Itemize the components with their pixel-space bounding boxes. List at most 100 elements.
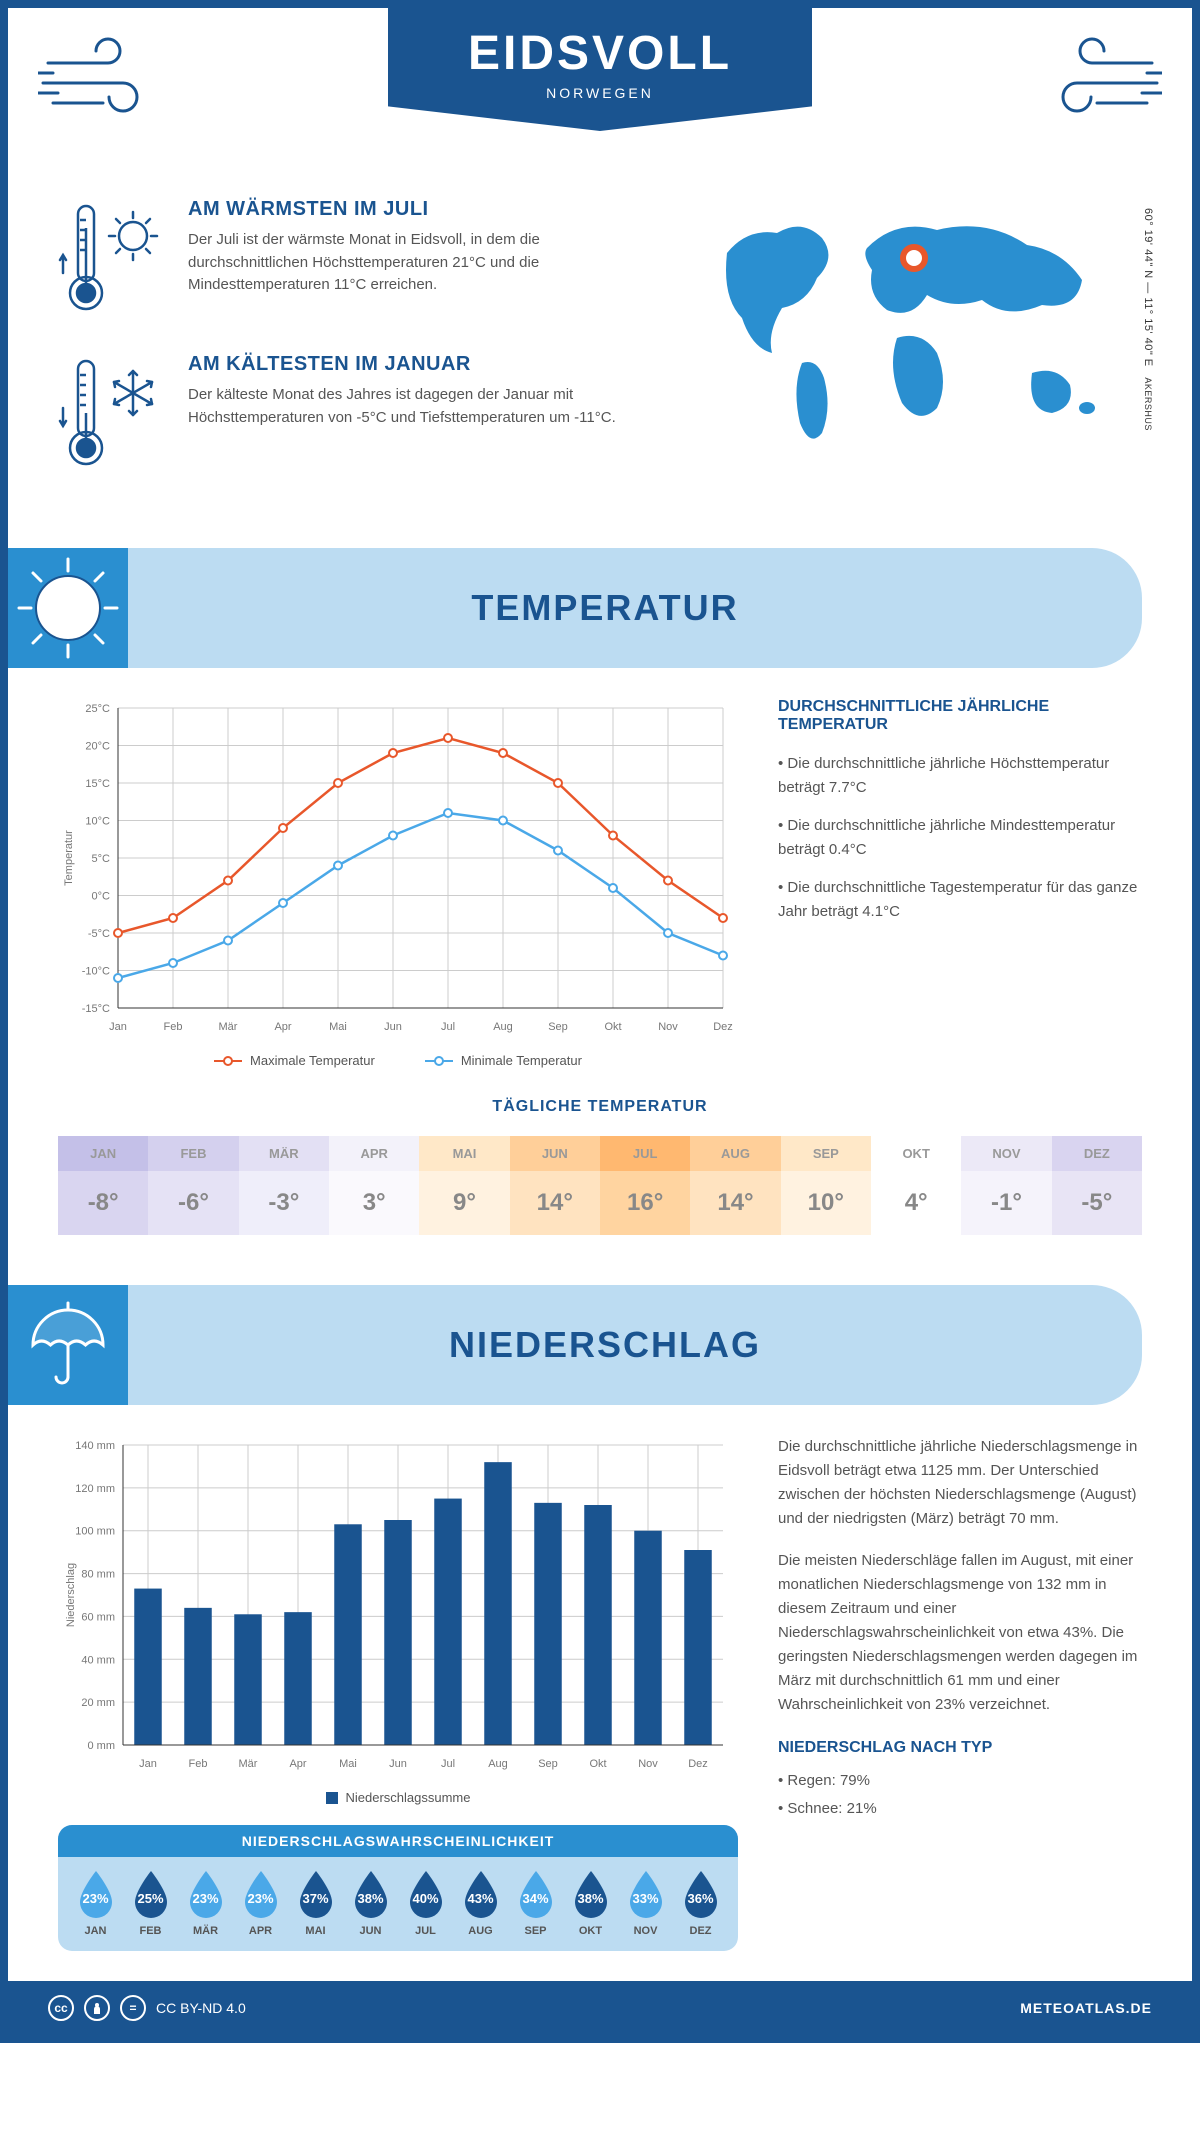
svg-text:Sep: Sep [538,1758,558,1770]
legend-min: Minimale Temperatur [425,1053,582,1068]
intro-left: AM WÄRMSTEN IM JULI Der Juli ist der wär… [58,198,662,508]
page-title: EIDSVOLL [468,26,732,81]
temperature-title: TEMPERATUR [188,587,1142,629]
legend-precip: Niederschlagssumme [326,1790,471,1805]
coldest-body: Der kälteste Monat des Jahres ist dagege… [188,384,662,429]
svg-text:Jan: Jan [109,1021,127,1033]
daily-temp-grid: JAN-8°FEB-6°MÄR-3°APR3°MAI9°JUN14°JUL16°… [58,1136,1142,1235]
svg-text:10°C: 10°C [85,816,110,828]
temp-side-p1: • Die durchschnittliche jährliche Höchst… [778,752,1142,800]
daily-temp-section: TÄGLICHE TEMPERATUR JAN-8°FEB-6°MÄR-3°AP… [8,1098,1192,1275]
precip-type1: • Regen: 79% [778,1769,1142,1793]
svg-text:Okt: Okt [604,1021,621,1033]
coordinates-label: 60° 19' 44" N — 11° 15' 40" E AKERSHUS [1142,208,1154,431]
svg-text:Feb: Feb [189,1758,208,1770]
temp-chart-row: -15°C -10°C -5°C 0°C 5°C 10°C 15°C 20°C 25°C Jan F… [8,698,1192,1098]
svg-text:Apr: Apr [274,1021,291,1033]
svg-text:Niederschlag: Niederschlag [65,1563,77,1627]
svg-text:-15°C: -15°C [82,1003,110,1015]
svg-text:5°C: 5°C [92,853,111,865]
svg-text:Aug: Aug [488,1758,508,1770]
svg-text:40 mm: 40 mm [81,1654,115,1666]
footer: cc = CC BY-ND 4.0 METEOATLAS.DE [8,1981,1192,2035]
warmest-text: AM WÄRMSTEN IM JULI Der Juli ist der wär… [188,198,662,323]
umbrella-icon [8,1285,128,1405]
legend-max: Maximale Temperatur [214,1053,375,1068]
svg-text:Mai: Mai [329,1021,347,1033]
precip-type2: • Schnee: 21% [778,1797,1142,1821]
coldest-title: AM KÄLTESTEN IM JANUAR [188,353,662,376]
nd-icon: = [120,1995,146,2021]
wind-icon [38,33,168,128]
svg-text:Mär: Mär [239,1758,258,1770]
temp-side-text: DURCHSCHNITTLICHE JÄHRLICHE TEMPERATUR •… [778,698,1142,1068]
svg-text:Jul: Jul [441,1758,455,1770]
probability-box: NIEDERSCHLAGSWAHRSCHEINLICHKEIT 23%JAN25… [58,1825,738,1951]
svg-text:60 mm: 60 mm [81,1611,115,1623]
temp-side-title: DURCHSCHNITTLICHE JÄHRLICHE TEMPERATUR [778,698,1142,734]
thermometer-snow-icon [58,353,168,478]
svg-text:Temperatur: Temperatur [63,830,75,886]
svg-text:-10°C: -10°C [82,966,110,978]
svg-text:120 mm: 120 mm [75,1483,115,1495]
temperature-section-banner: TEMPERATUR [8,548,1142,668]
svg-text:Apr: Apr [289,1758,306,1770]
world-map-container: 60° 19' 44" N — 11° 15' 40" E AKERSHUS [692,198,1142,508]
warmest-body: Der Juli ist der wärmste Monat in Eidsvo… [188,229,662,297]
thermometer-sun-icon [58,198,168,323]
probability-title: NIEDERSCHLAGSWAHRSCHEINLICHKEIT [58,1825,738,1857]
precip-chart-row: 0 mm 20 mm 40 mm 60 mm 80 mm 100 mm 120 mm 140 … [8,1435,1192,1981]
svg-text:25°C: 25°C [85,703,110,715]
svg-text:-5°C: -5°C [88,928,110,940]
svg-text:Mär: Mär [219,1021,238,1033]
by-icon [84,1995,110,2021]
svg-text:Mai: Mai [339,1758,357,1770]
svg-text:Feb: Feb [164,1021,183,1033]
precip-side-text: Die durchschnittliche jährliche Niedersc… [778,1435,1142,1951]
svg-text:15°C: 15°C [85,778,110,790]
footer-license: cc = CC BY-ND 4.0 [48,1995,246,2021]
svg-text:100 mm: 100 mm [75,1526,115,1538]
temp-line-chart: -15°C -10°C -5°C 0°C 5°C 10°C 15°C 20°C 25°C Jan F… [58,698,738,1068]
svg-text:Dez: Dez [688,1758,708,1770]
warmest-title: AM WÄRMSTEN IM JULI [188,198,662,221]
svg-text:0°C: 0°C [92,891,111,903]
header-banner: EIDSVOLL NORWEGEN [388,8,812,131]
precip-bar-chart: 0 mm 20 mm 40 mm 60 mm 80 mm 100 mm 120 mm 140 … [58,1435,738,1951]
svg-text:Sep: Sep [548,1021,568,1033]
coldest-text: AM KÄLTESTEN IM JANUAR Der kälteste Mona… [188,353,662,478]
precip-title: NIEDERSCHLAG [188,1324,1142,1366]
precip-legend: Niederschlagssumme [58,1790,738,1805]
precip-p2: Die meisten Niederschläge fallen im Augu… [778,1549,1142,1717]
svg-text:Jan: Jan [139,1758,157,1770]
page-container: EIDSVOLL NORWEGEN AM WÄRMSTEN IM JULI De… [0,0,1200,2043]
cc-icon: cc [48,1995,74,2021]
svg-text:Nov: Nov [638,1758,658,1770]
svg-text:Aug: Aug [493,1021,513,1033]
svg-text:Jun: Jun [384,1021,402,1033]
probability-grid: 23%JAN25%FEB23%MÄR23%APR37%MAI38%JUN40%J… [58,1857,738,1937]
svg-text:20°C: 20°C [85,741,110,753]
temp-side-p2: • Die durchschnittliche jährliche Mindes… [778,814,1142,862]
svg-text:140 mm: 140 mm [75,1440,115,1452]
svg-text:0 mm: 0 mm [88,1740,116,1752]
wind-icon [1032,33,1162,128]
precip-p1: Die durchschnittliche jährliche Niedersc… [778,1435,1142,1531]
precip-type-title: NIEDERSCHLAG NACH TYP [778,1735,1142,1761]
license-text: CC BY-ND 4.0 [156,2000,246,2016]
coldest-block: AM KÄLTESTEN IM JANUAR Der kälteste Mona… [58,353,662,478]
footer-brand: METEOATLAS.DE [1020,2000,1152,2016]
page-subtitle: NORWEGEN [468,85,732,101]
temp-legend: Maximale Temperatur Minimale Temperatur [58,1053,738,1068]
svg-text:80 mm: 80 mm [81,1569,115,1581]
warmest-block: AM WÄRMSTEN IM JULI Der Juli ist der wär… [58,198,662,323]
svg-text:20 mm: 20 mm [81,1697,115,1709]
precip-section-banner: NIEDERSCHLAG [8,1285,1142,1405]
header: EIDSVOLL NORWEGEN [8,8,1192,178]
svg-text:Jul: Jul [441,1021,455,1033]
svg-text:Nov: Nov [658,1021,678,1033]
sun-icon [8,548,128,668]
svg-text:Jun: Jun [389,1758,407,1770]
temp-side-p3: • Die durchschnittliche Tagestemperatur … [778,876,1142,924]
world-map-icon [692,198,1122,458]
